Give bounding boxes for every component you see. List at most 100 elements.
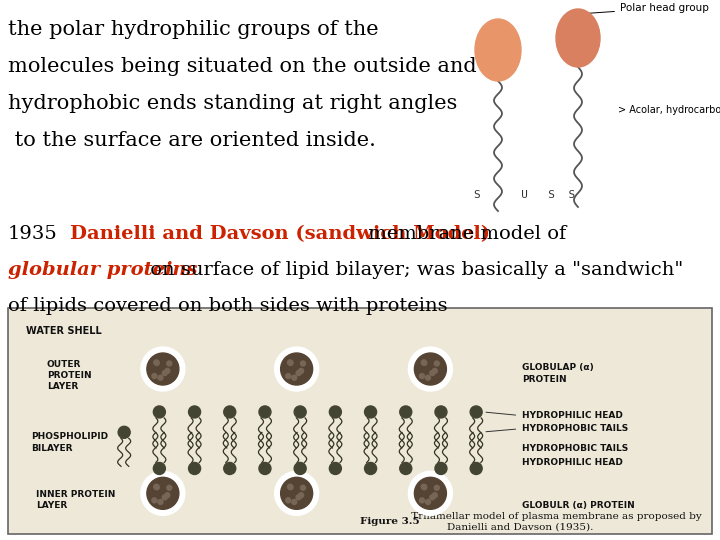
Circle shape (435, 462, 447, 475)
Circle shape (288, 485, 293, 490)
Circle shape (167, 361, 172, 366)
Circle shape (422, 360, 427, 366)
Circle shape (299, 492, 304, 498)
Circle shape (141, 347, 185, 391)
Circle shape (224, 462, 235, 475)
Circle shape (294, 406, 306, 418)
Circle shape (422, 485, 427, 490)
Circle shape (286, 498, 291, 503)
Circle shape (421, 484, 426, 489)
Circle shape (364, 406, 377, 418)
Text: hydrophobic ends standing at right angles: hydrophobic ends standing at right angle… (8, 94, 457, 113)
Circle shape (426, 375, 431, 380)
Circle shape (287, 360, 292, 365)
Circle shape (288, 360, 293, 366)
Circle shape (329, 406, 341, 418)
Text: PHOSPHOLIPID
BILAYER: PHOSPHOLIPID BILAYER (31, 433, 108, 453)
Text: WATER SHELL: WATER SHELL (27, 326, 102, 335)
Circle shape (415, 477, 446, 509)
Text: Figure 3.5: Figure 3.5 (360, 517, 420, 526)
Circle shape (162, 495, 167, 500)
Ellipse shape (556, 9, 600, 67)
Circle shape (281, 353, 312, 385)
Circle shape (296, 370, 301, 375)
Circle shape (167, 485, 172, 490)
Circle shape (158, 500, 163, 504)
Text: HYDROPHILIC HEAD: HYDROPHILIC HEAD (522, 411, 623, 420)
Text: membrane model of: membrane model of (361, 225, 566, 243)
Circle shape (274, 347, 319, 391)
Circle shape (420, 498, 424, 503)
Circle shape (189, 406, 201, 418)
Text: the polar hydrophilic groups of the: the polar hydrophilic groups of the (8, 20, 379, 39)
Circle shape (300, 361, 305, 366)
Circle shape (294, 462, 306, 475)
Circle shape (430, 370, 435, 375)
Circle shape (408, 347, 452, 391)
Text: HYDROPHILIC HEAD: HYDROPHILIC HEAD (522, 458, 623, 467)
Circle shape (400, 462, 412, 475)
Circle shape (147, 477, 179, 509)
Text: Polar head group: Polar head group (581, 3, 709, 14)
Circle shape (147, 353, 179, 385)
Text: S      U   S  S: S U S S (474, 190, 575, 200)
Circle shape (400, 406, 412, 418)
Circle shape (154, 360, 159, 366)
Circle shape (434, 485, 439, 490)
Circle shape (426, 500, 431, 504)
Text: INNER PROTEIN
LAYER: INNER PROTEIN LAYER (36, 490, 115, 510)
Circle shape (434, 361, 439, 366)
Circle shape (152, 498, 157, 503)
Circle shape (435, 406, 447, 418)
Circle shape (118, 426, 130, 438)
Circle shape (292, 375, 297, 380)
Circle shape (154, 484, 159, 489)
Circle shape (432, 368, 437, 374)
Circle shape (154, 360, 159, 365)
Circle shape (296, 495, 301, 500)
Text: > Acolar, hydrocarbon tails: > Acolar, hydrocarbon tails (618, 105, 720, 115)
Circle shape (415, 353, 446, 385)
Circle shape (420, 374, 424, 379)
Circle shape (421, 360, 426, 365)
Circle shape (408, 471, 452, 515)
Circle shape (141, 471, 185, 515)
Circle shape (153, 406, 166, 418)
Circle shape (286, 374, 291, 379)
Text: globular proteins: globular proteins (8, 261, 197, 279)
Text: of lipids covered on both sides with proteins: of lipids covered on both sides with pro… (8, 297, 448, 315)
Circle shape (165, 368, 170, 374)
Circle shape (162, 370, 167, 375)
Text: HYDROPHOBIC TAILS: HYDROPHOBIC TAILS (522, 424, 628, 434)
Circle shape (432, 492, 437, 498)
Text: molecules being situated on the outside and: molecules being situated on the outside … (8, 57, 477, 76)
Bar (8, 308, 712, 534)
Text: 1935: 1935 (8, 225, 58, 243)
Circle shape (158, 375, 163, 380)
Text: OUTER
PROTEIN
LAYER: OUTER PROTEIN LAYER (47, 360, 91, 392)
Circle shape (274, 471, 319, 515)
Circle shape (287, 484, 292, 489)
Circle shape (259, 462, 271, 475)
Circle shape (329, 462, 341, 475)
Circle shape (153, 462, 166, 475)
Circle shape (364, 462, 377, 475)
Circle shape (300, 485, 305, 490)
Text: HYDROPHOBIC TAILS: HYDROPHOBIC TAILS (522, 444, 628, 453)
Text: Danielli and Davson (sandwich Model): Danielli and Davson (sandwich Model) (70, 225, 490, 243)
Text: GLOBULAP (α)
PROTEIN: GLOBULAP (α) PROTEIN (522, 363, 594, 383)
Text: Trilamellar model of plasma membrane as proposed by
            Danielli and Dav: Trilamellar model of plasma membrane as … (408, 511, 702, 531)
Text: GLOBULR (α) PROTEIN: GLOBULR (α) PROTEIN (522, 501, 634, 510)
Circle shape (299, 368, 304, 374)
Circle shape (152, 374, 157, 379)
Circle shape (259, 406, 271, 418)
Circle shape (430, 495, 435, 500)
Circle shape (292, 500, 297, 504)
Circle shape (189, 462, 201, 475)
Circle shape (154, 485, 159, 490)
Circle shape (281, 477, 312, 509)
Circle shape (224, 406, 235, 418)
Text: on surface of lipid bilayer; was basically a "sandwich": on surface of lipid bilayer; was basical… (144, 261, 683, 279)
Circle shape (470, 462, 482, 475)
Circle shape (470, 406, 482, 418)
